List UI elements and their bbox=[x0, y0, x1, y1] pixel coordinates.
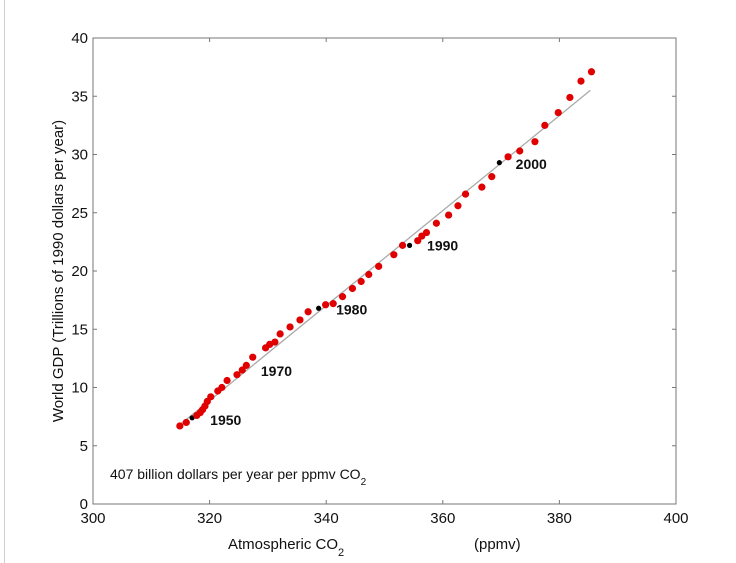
x-tick-labels: 300 320 340 360 380 400 bbox=[80, 510, 688, 527]
y-tick-label: 10 bbox=[71, 380, 88, 397]
data-point bbox=[296, 316, 304, 324]
annotation-text: 407 billion dollars per year per ppmv CO bbox=[110, 466, 361, 482]
y-tick-label: 20 bbox=[71, 263, 88, 280]
data-point bbox=[238, 366, 246, 374]
data-point bbox=[414, 237, 422, 245]
data-point bbox=[516, 147, 524, 155]
data-point bbox=[566, 93, 574, 102]
data-point-highlight bbox=[496, 160, 502, 166]
year-label: 1970 bbox=[261, 363, 292, 379]
data-point bbox=[276, 330, 284, 338]
plot-area bbox=[92, 37, 677, 505]
annotation-subscript: 2 bbox=[361, 477, 367, 488]
data-point bbox=[398, 241, 407, 249]
year-label: 1990 bbox=[427, 237, 458, 253]
image-border bbox=[4, 0, 5, 563]
year-label: 1950 bbox=[210, 412, 241, 428]
x-tick-label: 360 bbox=[430, 510, 455, 527]
data-point bbox=[357, 277, 365, 286]
y-axis-label: World GDP (Trillions of 1990 dollars per… bbox=[50, 120, 67, 422]
data-point bbox=[577, 77, 585, 85]
data-point bbox=[445, 211, 453, 219]
data-point bbox=[338, 293, 347, 301]
y-tick-label: 30 bbox=[71, 147, 88, 164]
data-point bbox=[454, 202, 462, 210]
data-point bbox=[233, 371, 241, 379]
data-point bbox=[242, 361, 250, 369]
data-point bbox=[249, 353, 257, 361]
data-point bbox=[304, 308, 312, 316]
year-label: 1980 bbox=[336, 301, 367, 317]
data-point bbox=[322, 301, 330, 309]
y-tick-label: 0 bbox=[80, 496, 88, 513]
year-labels: 1950 1970 1980 1990 2000 bbox=[210, 156, 547, 428]
data-points bbox=[176, 68, 596, 430]
data-point bbox=[375, 262, 383, 270]
data-point bbox=[176, 422, 184, 430]
y-tick-label: 35 bbox=[71, 88, 88, 105]
data-point bbox=[554, 108, 562, 117]
data-point-highlight bbox=[406, 242, 413, 248]
y-tick-label: 15 bbox=[71, 321, 88, 338]
data-point bbox=[271, 338, 279, 346]
y-tick-label: 25 bbox=[71, 205, 88, 222]
data-point bbox=[207, 393, 215, 401]
x-axis-label-subscript: 2 bbox=[338, 547, 344, 559]
x-axis-label-text: Atmospheric CO bbox=[228, 536, 338, 553]
data-point bbox=[587, 68, 596, 76]
x-axis-unit: (ppmv) bbox=[474, 536, 521, 553]
x-tick-label: 300 bbox=[80, 510, 105, 527]
data-point bbox=[348, 284, 357, 293]
x-tick-label: 380 bbox=[547, 510, 572, 527]
y-tick-label: 40 bbox=[71, 30, 88, 47]
x-tick-label: 340 bbox=[314, 510, 339, 527]
data-point bbox=[365, 270, 373, 279]
data-point bbox=[390, 251, 398, 259]
x-axis-label: Atmospheric CO2 bbox=[228, 536, 344, 559]
data-point-highlight bbox=[316, 305, 322, 311]
slope-annotation: 407 billion dollars per year per ppmv CO… bbox=[110, 466, 367, 488]
data-point bbox=[461, 190, 470, 198]
data-point bbox=[422, 228, 431, 237]
x-tick-label: 400 bbox=[663, 510, 688, 527]
data-point bbox=[488, 173, 496, 181]
data-point bbox=[531, 138, 539, 146]
year-label: 2000 bbox=[516, 156, 547, 172]
data-point bbox=[223, 376, 231, 385]
x-tick-label: 320 bbox=[197, 510, 222, 527]
data-point bbox=[286, 323, 294, 331]
fit-line bbox=[179, 89, 591, 426]
data-point bbox=[329, 300, 337, 308]
data-point bbox=[504, 153, 512, 161]
data-point bbox=[182, 418, 190, 427]
data-point bbox=[541, 121, 549, 129]
y-tick-labels: 0 5 10 15 20 25 30 35 40 bbox=[71, 30, 88, 513]
data-point bbox=[478, 183, 486, 191]
y-tick-label: 5 bbox=[80, 438, 88, 455]
axis-ticks bbox=[92, 37, 677, 505]
data-point bbox=[218, 383, 226, 392]
data-point bbox=[432, 219, 440, 227]
